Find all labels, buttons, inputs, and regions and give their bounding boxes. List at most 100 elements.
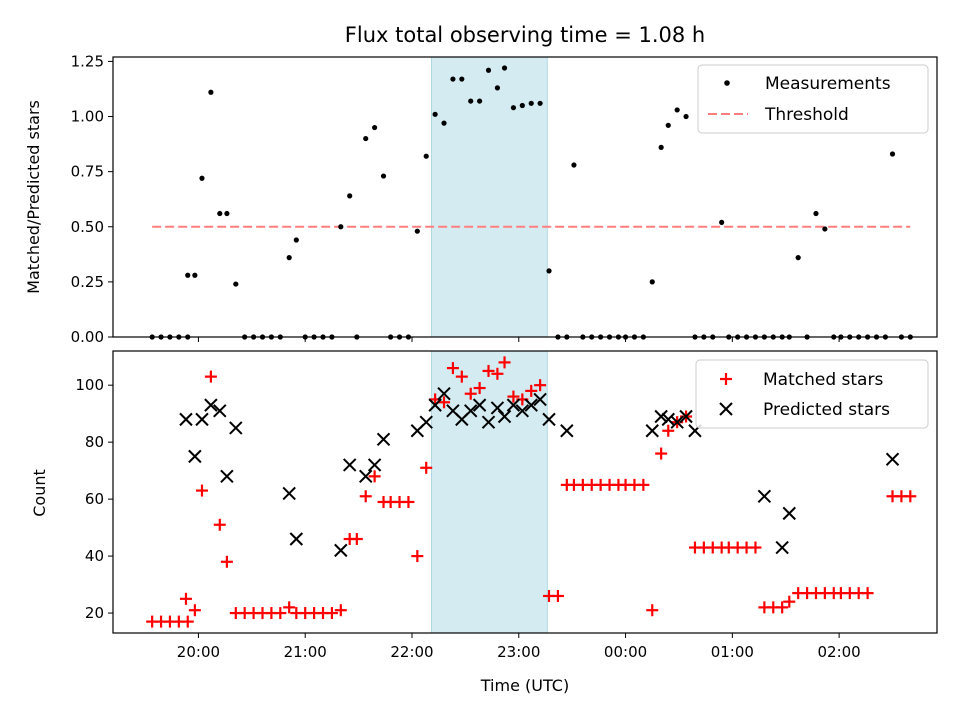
y-tick-label: 0.50 bbox=[71, 218, 104, 236]
bottom-y-axis-label: Count bbox=[30, 469, 49, 517]
matched-point bbox=[195, 484, 208, 497]
predicted-point bbox=[481, 415, 496, 429]
measurement-point bbox=[347, 193, 353, 199]
measurement-point bbox=[423, 153, 429, 159]
bottom-x-axis-label: Time (UTC) bbox=[480, 676, 569, 695]
legend-predicted-marker bbox=[719, 402, 733, 416]
matched-point bbox=[204, 370, 217, 383]
predicted-point bbox=[757, 489, 772, 503]
measurement-point bbox=[185, 272, 191, 278]
measurement-point bbox=[795, 255, 801, 261]
y-tick-label: 0.25 bbox=[71, 273, 104, 291]
measurement-point bbox=[217, 210, 223, 217]
x-tick-label: 23:00 bbox=[497, 643, 540, 661]
measurement-point bbox=[494, 85, 501, 91]
x-tick-label: 00:00 bbox=[604, 643, 647, 661]
matched-point bbox=[438, 396, 451, 409]
y-tick-label: 100 bbox=[75, 376, 104, 394]
predicted-point bbox=[282, 486, 296, 501]
top-chart-title: Flux total observing time = 1.08 h bbox=[345, 23, 705, 47]
predicted-point bbox=[654, 409, 668, 424]
matched-point bbox=[220, 555, 233, 568]
top-legend: Measurements Threshold bbox=[697, 64, 929, 134]
measurement-point bbox=[485, 67, 492, 73]
matched-point bbox=[325, 607, 338, 620]
measurement-point bbox=[571, 162, 577, 168]
matched-point bbox=[749, 541, 762, 554]
top-legend-box bbox=[697, 64, 929, 134]
measurement-point bbox=[293, 237, 299, 243]
matched-point bbox=[179, 592, 192, 605]
measurement-point bbox=[208, 89, 214, 95]
matched-point bbox=[534, 379, 547, 392]
bottom-predicted-stars bbox=[179, 387, 900, 558]
matched-point bbox=[904, 490, 917, 503]
y-tick-label: 1.25 bbox=[71, 52, 104, 70]
matched-point bbox=[359, 490, 372, 503]
matched-point bbox=[551, 589, 564, 602]
measurement-point bbox=[233, 281, 239, 287]
predicted-point bbox=[213, 404, 227, 418]
measurement-point bbox=[528, 100, 534, 106]
predicted-point bbox=[661, 412, 675, 427]
matched-point bbox=[646, 604, 659, 617]
matched-point bbox=[368, 470, 381, 483]
matched-point bbox=[334, 604, 347, 617]
bottom-axes-frame bbox=[112, 350, 938, 634]
matched-point bbox=[525, 384, 538, 397]
x-tick-label: 20:00 bbox=[177, 643, 220, 661]
legend-threshold-label: Threshold bbox=[764, 105, 849, 125]
measurement-point bbox=[372, 124, 378, 131]
measurement-point bbox=[674, 107, 680, 113]
measurement-point bbox=[658, 144, 664, 150]
y-tick-label: 40 bbox=[85, 547, 104, 565]
matched-point bbox=[181, 615, 194, 628]
predicted-point bbox=[195, 412, 209, 427]
measurement-point bbox=[468, 98, 474, 104]
measurement-point bbox=[889, 151, 896, 157]
predicted-point bbox=[490, 401, 505, 415]
predicted-point bbox=[220, 469, 234, 484]
matched-point bbox=[188, 604, 201, 617]
measurement-point bbox=[380, 173, 387, 179]
matched-point bbox=[274, 607, 287, 620]
predicted-point bbox=[472, 398, 487, 412]
measurement-point bbox=[546, 268, 552, 274]
predicted-point bbox=[542, 412, 556, 427]
bottom-panel: 20:00 21:00 22:00 23:00 00:00 01:00 02:00 20 40 6… bbox=[30, 350, 938, 695]
predicted-point bbox=[419, 415, 433, 429]
predicted-point bbox=[645, 424, 659, 438]
measurement-point bbox=[338, 224, 344, 230]
predicted-point bbox=[506, 398, 521, 412]
matched-point bbox=[411, 550, 424, 563]
matched-point bbox=[655, 447, 668, 460]
predicted-point bbox=[775, 540, 789, 555]
y-tick-label: 80 bbox=[85, 433, 104, 451]
top-axes-frame bbox=[112, 56, 938, 338]
measurement-point bbox=[665, 122, 671, 128]
y-tick-label: 60 bbox=[85, 490, 104, 508]
matched-point bbox=[283, 601, 296, 614]
top-y-axis-label: Matched/Predicted stars bbox=[24, 100, 43, 294]
measurement-point bbox=[432, 111, 438, 117]
matched-point bbox=[402, 495, 415, 508]
y-tick-label: 1.00 bbox=[71, 108, 104, 126]
matched-point bbox=[507, 390, 520, 403]
legend-predicted-label: Predicted stars bbox=[763, 400, 890, 420]
measurement-point bbox=[477, 98, 483, 104]
bottom-highlight-span bbox=[431, 350, 548, 634]
matched-point bbox=[350, 533, 363, 545]
matched-point bbox=[783, 595, 796, 608]
predicted-point bbox=[524, 398, 538, 412]
bottom-axis-ticks: 20:00 21:00 22:00 23:00 00:00 01:00 02:00 20 40 6… bbox=[75, 376, 860, 661]
legend-matched-marker bbox=[720, 373, 732, 385]
predicted-point bbox=[334, 543, 348, 558]
matched-point bbox=[491, 367, 504, 380]
matched-point bbox=[662, 424, 675, 437]
measurement-point bbox=[519, 102, 525, 109]
matched-point bbox=[213, 518, 226, 531]
measurement-point bbox=[286, 255, 292, 261]
measurement-point bbox=[501, 65, 508, 71]
top-panel: Flux total observing time = 1.08 h 0.000… bbox=[24, 23, 938, 346]
predicted-point bbox=[437, 387, 451, 401]
